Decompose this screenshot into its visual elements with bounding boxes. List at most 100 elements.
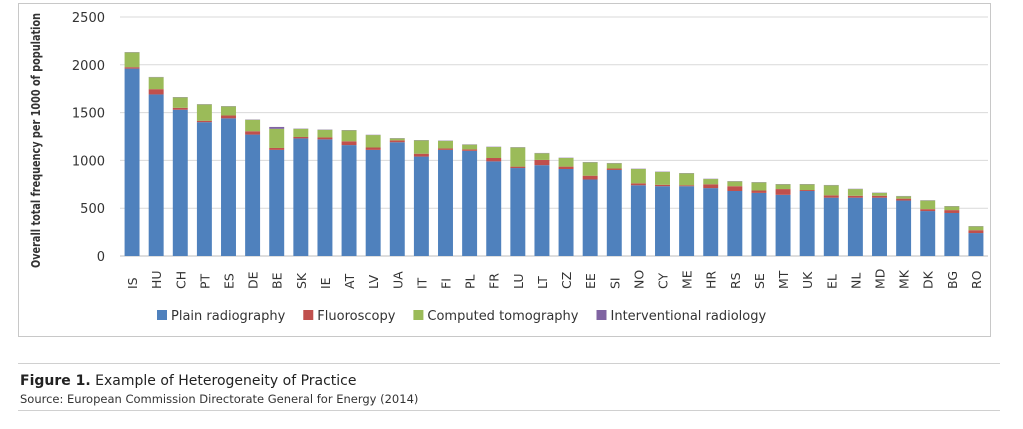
x-tick-label: FR (487, 273, 502, 289)
x-tick-label: EL (824, 274, 839, 289)
bar-segment-fluoroscopy-at (341, 141, 357, 146)
bar-segment-fluoroscopy-se (751, 190, 767, 193)
bar-segment-computed-tomography-hr (703, 179, 719, 185)
bar-segment-fluoroscopy-rs (727, 186, 743, 191)
bar-segment-plain-radiography-lu (510, 168, 526, 256)
legend-swatch (413, 310, 424, 320)
bar-segment-fluoroscopy-it (413, 153, 429, 157)
bar-segment-computed-tomography-cz (558, 158, 574, 167)
bar-segment-plain-radiography-me (679, 186, 695, 256)
x-tick-label: CY (656, 272, 671, 289)
bar-segment-plain-radiography-ua (389, 142, 405, 256)
bar-segment-plain-radiography-lv (365, 149, 381, 256)
x-tick-label: RS (728, 272, 743, 289)
bar-segment-fluoroscopy-si (606, 168, 622, 170)
bar-segment-computed-tomography-mt (775, 184, 791, 190)
bar-segment-fluoroscopy-cy (655, 184, 670, 187)
bar-segment-computed-tomography-nl (847, 189, 863, 196)
x-tick-label: ES (222, 273, 237, 289)
x-tick-label: DK (921, 270, 936, 289)
bar-segment-fluoroscopy-ee (582, 175, 598, 180)
caption-label: Figure 1. (20, 373, 91, 389)
legend: Plain radiography Fluoroscopy Computed tom… (157, 309, 767, 324)
bar-segment-plain-radiography-cy (655, 186, 670, 256)
bar-segment-plain-radiography-fi (438, 149, 453, 256)
x-tick-label: IE (318, 277, 333, 289)
bar-segment-computed-tomography-fi (438, 140, 453, 149)
bar-segment-plain-radiography-rs (727, 190, 743, 256)
bar-segment-plain-radiography-es (221, 118, 236, 256)
bar-segment-computed-tomography-ch (172, 97, 188, 108)
bar-segment-fluoroscopy-ie (317, 137, 333, 140)
bar-segment-plain-radiography-de (245, 134, 261, 256)
y-axis-label: Overall total frequency per 1000 of popu… (28, 13, 43, 268)
bar-segment-computed-tomography-hu (148, 77, 164, 90)
x-tick-label: UA (390, 271, 405, 289)
bar-segment-computed-tomography-lt (534, 153, 550, 160)
x-tick-label: RO (969, 270, 984, 289)
bar-segment-computed-tomography-at (341, 130, 357, 142)
bar-segment-plain-radiography-cz (558, 169, 574, 256)
figure-caption: Figure 1. Example of Heterogeneity of Pr… (20, 372, 980, 407)
bar-segment-computed-tomography-lv (365, 135, 381, 148)
bar-segment-computed-tomography-no (630, 169, 646, 184)
legend-swatch (157, 310, 167, 320)
bar-segment-fluoroscopy-el (823, 195, 839, 198)
x-tick-label: IT (414, 277, 429, 289)
legend-label: Fluoroscopy (317, 309, 395, 324)
y-tick-label: 2500 (72, 11, 105, 26)
bar-segment-computed-tomography-ie (317, 129, 333, 138)
bar-segment-computed-tomography-be (269, 128, 285, 148)
x-tick-label: SE (752, 273, 767, 289)
stacked-bar-chart: 0 500 1000 1500 2000 2500 IS HU CH PT ES DE BE SK IE A… (28, 11, 988, 324)
bar-segment-plain-radiography-pt (196, 122, 212, 256)
x-tick-label: SI (607, 277, 622, 289)
bar-segment-computed-tomography-ee (582, 162, 598, 176)
y-axis-ticks: 0 500 1000 1500 2000 2500 (72, 11, 105, 265)
x-tick-label: FI (439, 278, 454, 289)
x-tick-label: CH (173, 271, 188, 289)
bar-segment-plain-radiography-nl (847, 197, 863, 256)
bar-segment-computed-tomography-pl (462, 144, 478, 150)
bar-segment-plain-radiography-se (751, 192, 767, 256)
bar-segment-computed-tomography-el (823, 185, 839, 196)
bar-segment-computed-tomography-ro (968, 226, 984, 231)
bar-segment-computed-tomography-is (124, 52, 140, 68)
bar-segment-fluoroscopy-nl (847, 195, 863, 198)
bar-segment-plain-radiography-uk (799, 190, 815, 256)
bar-segment-fluoroscopy-mt (775, 189, 791, 195)
bar-segment-fluoroscopy-lt (534, 159, 550, 166)
bar-segment-fluoroscopy-is (124, 67, 140, 69)
caption-bottom-rule (18, 410, 1000, 411)
bar-segment-fluoroscopy-mk (896, 198, 912, 201)
x-tick-label: IS (125, 277, 140, 289)
bar-segment-fluoroscopy-lv (365, 147, 381, 150)
bar-segment-computed-tomography-it (413, 140, 429, 154)
bars (124, 52, 984, 257)
caption-title: Figure 1. Example of Heterogeneity of Pr… (20, 372, 980, 390)
x-axis-ticks: IS HU CH PT ES DE BE SK IE AT LV UA IT FI PL FR LU LT CZ EE… (125, 269, 984, 289)
x-tick-label: MT (776, 270, 791, 289)
x-tick-label: MK (897, 269, 912, 289)
bar-segment-plain-radiography-ie (317, 139, 333, 256)
x-tick-label: PT (197, 273, 212, 289)
bar-segment-plain-radiography-no (630, 185, 646, 256)
bar-segment-computed-tomography-cy (655, 171, 670, 185)
bar-segment-fluoroscopy-es (221, 115, 236, 119)
bar-segment-plain-radiography-md (872, 197, 887, 256)
caption-source: Source: European Commission Directorate … (20, 392, 419, 406)
legend-label: Computed tomography (427, 309, 578, 324)
bar-segment-fluoroscopy-md (872, 195, 887, 198)
x-tick-label: SK (294, 272, 309, 289)
x-tick-label: LT (535, 276, 550, 289)
bar-segment-computed-tomography-md (872, 192, 887, 196)
bar-segment-plain-radiography-hu (148, 94, 164, 256)
x-tick-label: AT (342, 273, 357, 289)
x-tick-label: NO (631, 270, 646, 289)
x-tick-label: HR (704, 271, 719, 289)
bar-segment-plain-radiography-bg (944, 212, 960, 256)
y-tick-label: 2000 (72, 59, 105, 74)
legend-label: Plain radiography (171, 309, 286, 324)
bar-segment-fluoroscopy-cz (558, 166, 574, 170)
bar-segment-fluoroscopy-fi (438, 148, 453, 150)
